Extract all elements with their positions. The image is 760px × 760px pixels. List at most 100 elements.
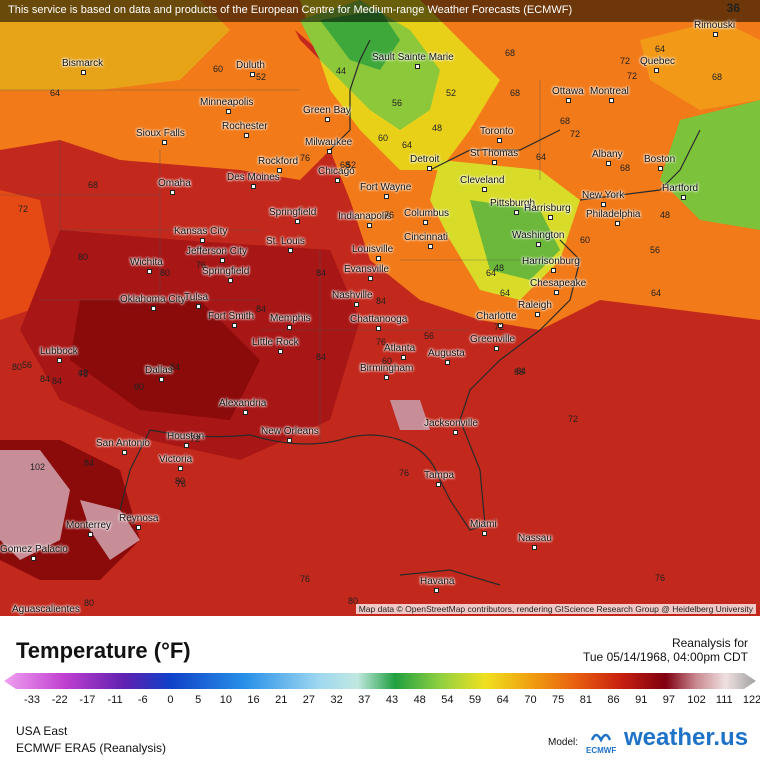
city-label[interactable]: Cleveland [460, 175, 505, 186]
city-label[interactable]: Milwaukee [305, 137, 353, 148]
city-label[interactable]: Aguascalientes [12, 604, 80, 615]
contour-label: 64 [536, 152, 547, 162]
city-marker [56, 358, 62, 363]
city-label[interactable]: Evansville [344, 264, 390, 275]
temperature-map[interactable]: This service is based on data and produc… [0, 0, 760, 616]
contour-label: 68 [340, 160, 351, 170]
city-label[interactable]: Rockford [258, 156, 299, 167]
city-label[interactable]: San Antonio [96, 438, 150, 449]
contour-label: 84 [52, 376, 63, 386]
contour-label: 84 [40, 374, 51, 384]
city-label[interactable]: Harrisonburg [522, 256, 580, 267]
scale-tick-label: 5 [195, 694, 202, 706]
city-label[interactable]: Little Rock [252, 337, 299, 348]
city-label[interactable]: Birmingham [360, 363, 414, 374]
city-marker [353, 302, 359, 307]
city-label[interactable]: Havana [420, 576, 455, 587]
city-label[interactable]: St. Louis [266, 236, 305, 247]
city-label[interactable]: Minneapolis [200, 97, 254, 108]
city-marker [713, 32, 719, 37]
city-label[interactable]: Indianapolis [338, 211, 392, 222]
city-label[interactable]: Tulsa [184, 292, 209, 303]
city-label[interactable]: Raleigh [518, 300, 552, 311]
contour-label: 60 [382, 356, 393, 366]
city-marker [286, 325, 292, 330]
city-label[interactable]: Toronto [480, 126, 514, 137]
city-label[interactable]: Rochester [222, 121, 268, 132]
city-label[interactable]: Rimouski [694, 20, 736, 31]
city-label[interactable]: Green Bay [303, 105, 351, 116]
city-label[interactable]: Fort Smith [208, 311, 255, 322]
city-label[interactable]: Nashville [332, 290, 373, 301]
city-label[interactable]: Pittsburgh [490, 198, 536, 209]
city-label[interactable]: Dallas [145, 365, 173, 376]
city-label[interactable]: Atlanta [384, 343, 416, 354]
city-label[interactable]: Bismarck [62, 58, 104, 69]
city-label[interactable]: Fort Wayne [360, 182, 412, 193]
city-label[interactable]: Boston [644, 154, 676, 165]
city-label[interactable]: Springfield [202, 266, 250, 277]
map-attribution: Map data © OpenStreetMap contributors, r… [355, 604, 756, 614]
city-label[interactable]: Oklahoma City [120, 294, 186, 305]
weather-us-logo[interactable]: weather.us [624, 724, 749, 751]
contour-label: 60 [580, 235, 591, 245]
city-label[interactable]: Montreal [590, 86, 629, 97]
city-label[interactable]: Reynosa [119, 513, 159, 524]
city-label[interactable]: Gomez Palacio [0, 544, 68, 555]
city-label[interactable]: Alexandria [219, 398, 267, 409]
city-label[interactable]: Wichita [130, 257, 163, 268]
city-label[interactable]: Omaha [158, 178, 191, 189]
city-label[interactable]: Chesapeake [530, 278, 587, 289]
city-label[interactable]: Chattanooga [350, 314, 408, 325]
city-label[interactable]: Hartford [662, 183, 699, 194]
city-label[interactable]: Springfield [269, 207, 317, 218]
city-label[interactable]: Monterrey [66, 520, 112, 531]
city-label[interactable]: Washington [512, 230, 565, 241]
city-label[interactable]: Tampa [424, 470, 455, 481]
city-label[interactable]: Duluth [236, 60, 265, 71]
city-label[interactable]: Kansas City [174, 226, 228, 237]
city-label[interactable]: St Thomas [470, 148, 519, 159]
city-label[interactable]: Houston [167, 431, 205, 442]
contour-label: 84 [376, 296, 387, 306]
city-label[interactable]: Louisville [352, 244, 394, 255]
city-label[interactable]: Cincinnati [404, 232, 448, 243]
city-label[interactable]: Ottawa [552, 86, 584, 97]
city-label[interactable]: Augusta [428, 348, 465, 359]
city-label[interactable]: Sault Sainte Marie [372, 52, 454, 63]
city-marker [31, 556, 37, 561]
city-label[interactable]: Des Moines [227, 172, 280, 183]
city-label[interactable]: New Orleans [261, 426, 319, 437]
contour-label: 56 [650, 245, 661, 255]
city-label[interactable]: Lubbock [40, 346, 78, 357]
city-label[interactable]: Columbus [404, 208, 450, 219]
city-marker [219, 258, 225, 263]
city-label[interactable]: Harrisburg [524, 203, 571, 214]
city-label[interactable]: Jacksonville [424, 418, 478, 429]
model-label: ECMWF ERA5 (Reanalysis) [16, 741, 167, 755]
city-label[interactable]: Detroit [410, 154, 440, 165]
city-label[interactable]: Memphis [270, 313, 311, 324]
contour-label: 64 [651, 288, 662, 298]
contour-label: 52 [346, 160, 357, 170]
ecmwf-logo: ECMWF [584, 726, 618, 756]
city-marker [548, 215, 553, 220]
contour-label: 60 [213, 64, 224, 74]
city-label[interactable]: New York [582, 190, 625, 201]
city-marker [554, 290, 559, 295]
city-label[interactable]: Quebec [640, 56, 676, 67]
city-marker [614, 221, 620, 226]
city-marker [384, 375, 389, 380]
city-label[interactable]: Albany [592, 149, 623, 160]
city-label[interactable]: Charlotte [476, 311, 517, 322]
city-label[interactable]: Philadelphia [586, 209, 641, 220]
city-label[interactable]: Sioux Falls [136, 128, 185, 139]
city-label[interactable]: Chicago [318, 166, 355, 177]
city-label[interactable]: Nassau [518, 533, 552, 544]
city-label[interactable]: Miami [470, 519, 497, 530]
city-label[interactable]: Jefferson City [186, 246, 247, 257]
city-label[interactable]: Victoria [159, 454, 193, 465]
city-label[interactable]: Greenville [470, 334, 516, 345]
scale-tick-label: 81 [579, 694, 592, 706]
contour-label: 80 [175, 476, 186, 486]
